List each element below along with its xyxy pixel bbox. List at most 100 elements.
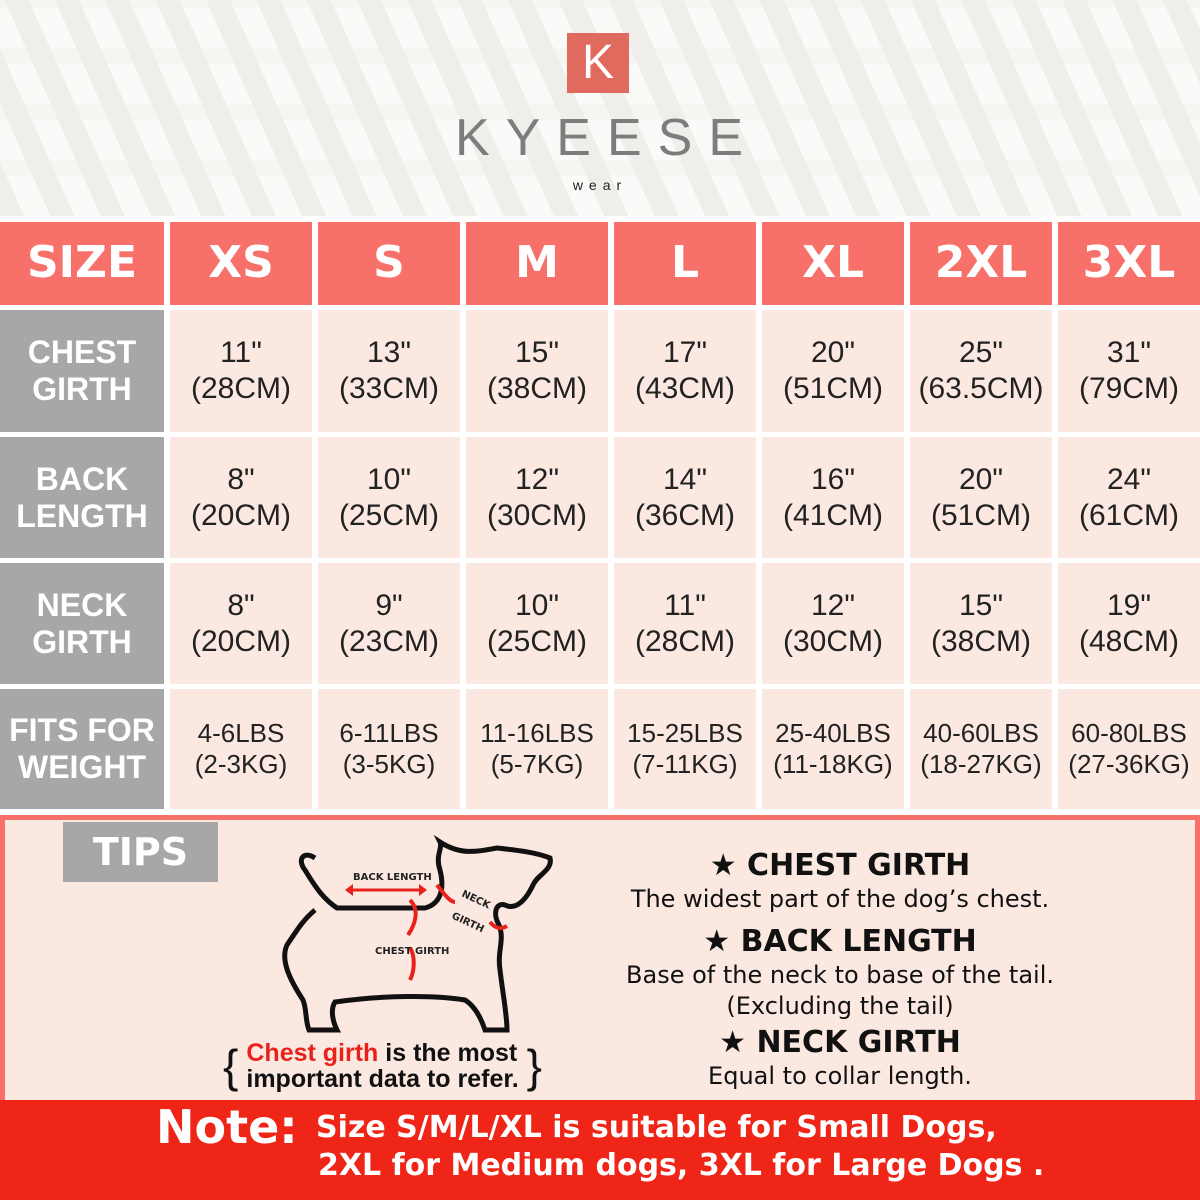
dog-measurement-diagram: BACK LENGTH NECK GIRTH CHEST GIRTH <box>282 834 553 1033</box>
cell-text: 25" <box>958 336 1004 369</box>
important-text-1: is the most <box>378 1039 518 1067</box>
table-cell: 12" (30CM) <box>762 563 904 684</box>
row-label: FITS FOR WEIGHT <box>0 689 164 809</box>
cell-text: (18-27KG) <box>920 749 1042 779</box>
cell-text: (33CM) <box>338 372 439 405</box>
cell-text: (28CM) <box>190 372 291 405</box>
size-header: XL <box>762 222 904 305</box>
tip-neck-girth: ★ NECK GIRTH Equal to collar length. <box>605 1025 1075 1092</box>
tip-back-length: ★ BACK LENGTH Base of the neck to base o… <box>605 924 1075 1022</box>
table-cell: 12" (30CM) <box>466 437 608 558</box>
cell-text: FITS FOR <box>9 712 155 749</box>
cell-text: (7-11KG) <box>632 749 738 779</box>
cell-text: 3XL <box>1082 237 1176 289</box>
cell-text: 4-6LBS <box>197 717 285 748</box>
size-header: M <box>466 222 608 305</box>
size-header: XS <box>170 222 312 305</box>
cell-text: 60-80LBS <box>1071 717 1187 748</box>
cell-text: NECK <box>36 586 128 623</box>
cell-text: (51CM) <box>930 498 1031 532</box>
cell-text: 20" <box>810 336 856 369</box>
size-table: SIZE XS S M L XL 2XL 3XL CHEST GIRTH 11" (28CM) 13"(… <box>0 222 1200 809</box>
cell-text: 8" <box>227 462 255 496</box>
size-column-header: SIZE <box>0 222 164 305</box>
table-cell: 17" (43CM) <box>614 310 756 432</box>
tip-line: The widest part of the dog’s chest. <box>630 885 1050 913</box>
table-cell: 24" (61CM) <box>1058 437 1200 558</box>
cell-text: (25CM) <box>486 624 587 658</box>
table-cell: 15-25LBS (7-11KG) <box>614 689 756 809</box>
cell-text: (63.5CM) <box>918 372 1044 405</box>
cell-text: 12" <box>810 588 856 622</box>
brace-left: { <box>223 1040 239 1092</box>
tip-title: BACK LENGTH <box>740 924 977 959</box>
note-banner: Note: Size S/M/L/XL is suitable for Smal… <box>0 1100 1200 1200</box>
cell-text: 25-40LBS <box>775 717 891 748</box>
table-cell: 9" (23CM) <box>318 563 460 684</box>
cell-text: 11" <box>664 588 706 622</box>
note-label: Note: <box>156 1100 298 1154</box>
cell-text: XL <box>802 237 864 289</box>
tip-line: Equal to collar length. <box>708 1062 972 1090</box>
cell-text: GIRTH <box>32 623 132 660</box>
cell-text: (20CM) <box>190 624 291 658</box>
cell-text: 17" <box>662 336 708 369</box>
cell-text: (30CM) <box>782 624 883 658</box>
cell-text: (25CM) <box>338 498 439 532</box>
size-header: 2XL <box>910 222 1052 305</box>
cell-text: 11" <box>220 336 262 369</box>
cell-text: 9" <box>375 588 403 622</box>
brace-right: } <box>526 1040 543 1092</box>
cell-text: M <box>515 237 559 289</box>
cell-text: (28CM) <box>634 624 735 658</box>
cell-text: L <box>670 237 700 289</box>
table-cell: 15" (38CM) <box>466 310 608 432</box>
size-header: L <box>614 222 756 305</box>
table-cell: 25" (63.5CM) <box>910 310 1052 432</box>
table-cell: 10" (25CM) <box>318 437 460 558</box>
cell-text: 40-60LBS <box>923 717 1039 748</box>
cell-text: WEIGHT <box>18 749 146 785</box>
cell-text: 24" <box>1106 462 1152 496</box>
cell-text: 14" <box>662 462 708 496</box>
table-cell: 15" (38CM) <box>910 563 1052 684</box>
brand-sub: wear <box>572 177 628 193</box>
cell-text: CHEST <box>27 334 137 371</box>
star-icon: ★ <box>709 848 748 883</box>
size-header: S <box>318 222 460 305</box>
row-label: CHEST GIRTH <box>0 310 164 432</box>
diagram-neck-label-1: NECK <box>460 889 493 912</box>
cell-text: 8" <box>227 588 255 622</box>
table-cell: 20" (51CM) <box>762 310 904 432</box>
cell-text: (20CM) <box>190 498 291 532</box>
note-line-1: Size S/M/L/XL is suitable for Small Dogs… <box>316 1110 997 1145</box>
cell-text: 10" <box>514 588 560 622</box>
cell-text: 19" <box>1106 588 1152 622</box>
cell-text: (11-18KG) <box>773 749 893 779</box>
star-icon: ★ <box>703 924 741 959</box>
cell-text: (5-7KG) <box>490 749 584 779</box>
tip-title: NECK GIRTH <box>756 1025 961 1060</box>
cell-text: 6-11LBS <box>339 717 439 748</box>
cell-text: LENGTH <box>16 497 148 534</box>
cell-text: (2-3KG) <box>194 749 288 779</box>
cell-text: 10" <box>366 462 412 496</box>
cell-text: (41CM) <box>782 498 883 532</box>
cell-text: 15" <box>514 336 560 369</box>
table-cell: 11" (28CM) <box>170 310 312 432</box>
cell-text: GIRTH <box>32 371 132 407</box>
table-cell: 11" (28CM) <box>614 563 756 684</box>
cell-text: (38CM) <box>930 624 1031 658</box>
table-cell: 16" (41CM) <box>762 437 904 558</box>
cell-text: (38CM) <box>486 372 587 405</box>
cell-text: (79CM) <box>1078 372 1179 405</box>
brand-logo: K <box>567 33 629 93</box>
important-text: Chest girth is the most important data t… <box>246 1040 518 1092</box>
table-cell: 19" (48CM) <box>1058 563 1200 684</box>
cell-text: 12" <box>514 462 560 496</box>
table-cell: 11-16LBS (5-7KG) <box>466 689 608 809</box>
tip-line: (Excluding the tail) <box>726 992 954 1020</box>
table-cell: 8" (20CM) <box>170 437 312 558</box>
cell-text: 20" <box>958 462 1004 496</box>
cell-text: 15-25LBS <box>627 717 743 748</box>
